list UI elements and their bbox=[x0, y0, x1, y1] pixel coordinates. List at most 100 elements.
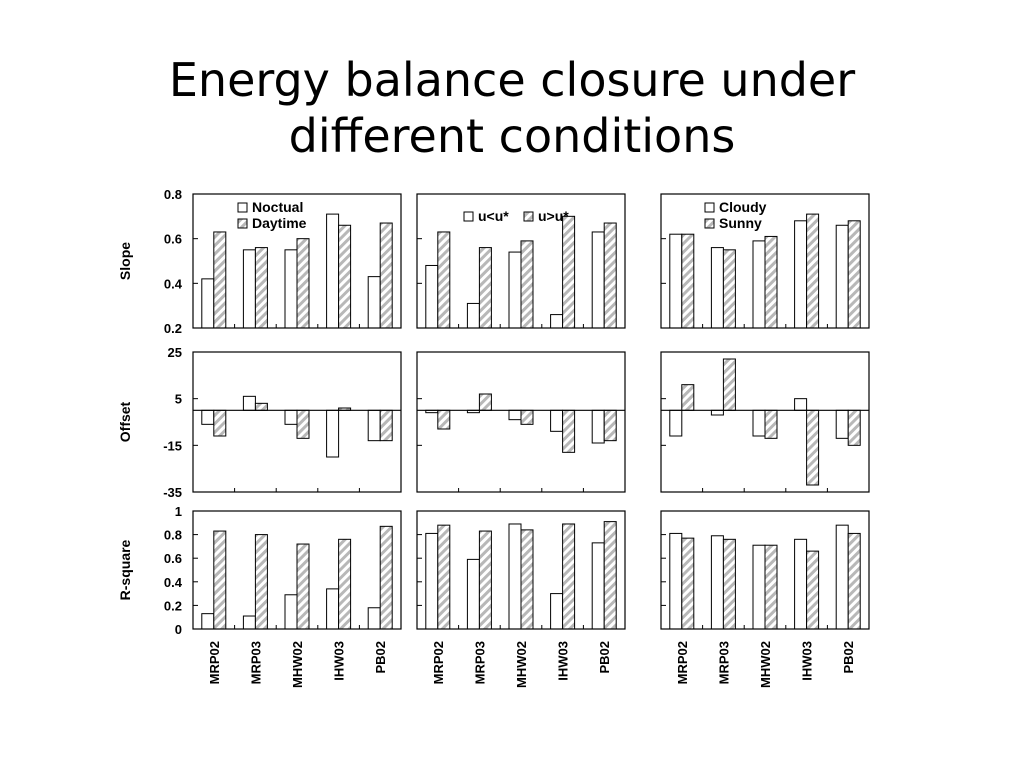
legend-label-Noctual: Noctual bbox=[252, 199, 303, 215]
rsquare-tick-label: 0.2 bbox=[164, 598, 182, 613]
bar-u<u*-IHW03 bbox=[550, 593, 564, 630]
panel-frame bbox=[660, 510, 870, 630]
slide-title-line-2: different conditions bbox=[288, 109, 736, 163]
offset-tick-label: -35 bbox=[163, 485, 182, 500]
slope-tick-label: 0.6 bbox=[164, 232, 182, 247]
panel-frame bbox=[192, 351, 402, 493]
category-label-MHW02: MHW02 bbox=[758, 641, 773, 688]
bar-Cloudy-IHW03 bbox=[794, 220, 808, 329]
bar-u>u*-IHW03 bbox=[562, 523, 576, 630]
bar-Noctual-MRP02 bbox=[201, 613, 215, 630]
category-label-IHW03: IHW03 bbox=[332, 641, 347, 681]
bar-u>u*-MRP03 bbox=[478, 247, 492, 329]
bar-Noctual-MHW02 bbox=[284, 249, 298, 329]
bar-u>u*-MRP02 bbox=[437, 524, 451, 630]
bar-u<u*-IHW03 bbox=[550, 409, 564, 432]
bar-Noctual-MHW02 bbox=[284, 409, 298, 425]
offset-tick-label: 25 bbox=[168, 345, 182, 360]
legend-label-Daytime: Daytime bbox=[252, 215, 307, 231]
bar-u>u*-PB02 bbox=[603, 521, 617, 630]
category-label-MRP02: MRP02 bbox=[207, 641, 222, 684]
category-label-MRP03: MRP03 bbox=[716, 641, 731, 684]
bar-u>u*-MRP03 bbox=[478, 530, 492, 630]
rsquare-tick-label: 0.8 bbox=[164, 528, 182, 543]
legend-swatch-Sunny bbox=[704, 218, 715, 229]
bar-Sunny-MRP03 bbox=[722, 358, 736, 411]
legend-swatch-Daytime bbox=[237, 218, 248, 229]
bar-u<u*-MRP02 bbox=[425, 532, 439, 630]
category-label-IHW03: IHW03 bbox=[800, 641, 815, 681]
rsquare-panel-2: MRP02 MRP03 MHW02 IHW03 PB02 bbox=[416, 510, 626, 688]
bar-Sunny-MRP03 bbox=[722, 538, 736, 630]
bar-u>u*-MRP03 bbox=[478, 393, 492, 411]
bar-Cloudy-MRP02 bbox=[669, 409, 683, 437]
bar-Cloudy-MHW02 bbox=[752, 409, 766, 437]
panel-frame bbox=[192, 510, 402, 630]
category-label-MHW02: MHW02 bbox=[290, 641, 305, 688]
bar-u<u*-PB02 bbox=[591, 409, 605, 444]
bar-Daytime-MRP03 bbox=[254, 402, 268, 411]
bar-u>u*-MRP02 bbox=[437, 409, 451, 430]
legend-swatch-Cloudy bbox=[704, 202, 715, 213]
bar-u>u*-PB02 bbox=[603, 222, 617, 329]
bar-Noctual-MRP03 bbox=[242, 615, 256, 630]
legend-swatch-Noctual bbox=[237, 202, 248, 213]
bar-Sunny-MRP02 bbox=[681, 537, 695, 630]
rsquare-tick-label: 0.4 bbox=[164, 575, 183, 590]
bar-Cloudy-PB02 bbox=[835, 524, 849, 630]
panel-frame bbox=[660, 351, 870, 493]
bar-Cloudy-MHW02 bbox=[752, 544, 766, 630]
bar-Daytime-PB02 bbox=[379, 525, 393, 630]
bar-Cloudy-IHW03 bbox=[794, 538, 808, 630]
bar-Daytime-MHW02 bbox=[296, 543, 310, 630]
bar-u<u*-MHW02 bbox=[508, 251, 522, 329]
legend-label-u>u*: u>u* bbox=[538, 208, 569, 224]
bar-u>u*-MRP02 bbox=[437, 231, 451, 329]
category-label-MRP02: MRP02 bbox=[675, 641, 690, 684]
bar-u>u*-MHW02 bbox=[520, 529, 534, 630]
category-label-PB02: PB02 bbox=[841, 641, 856, 674]
slope-axis-label: Slope bbox=[117, 242, 133, 280]
bar-Noctual-IHW03 bbox=[326, 213, 340, 329]
legend-label-Cloudy: Cloudy bbox=[719, 199, 767, 215]
slope-tick-label: 0.4 bbox=[164, 276, 183, 291]
bar-Daytime-MHW02 bbox=[296, 409, 310, 439]
bar-Sunny-PB02 bbox=[847, 532, 861, 630]
bar-Cloudy-MHW02 bbox=[752, 240, 766, 329]
bar-Cloudy-PB02 bbox=[835, 224, 849, 329]
bar-u<u*-IHW03 bbox=[550, 314, 564, 329]
slope-tick-label: 0.8 bbox=[164, 187, 182, 202]
legend-label-Sunny: Sunny bbox=[719, 215, 762, 231]
bar-u<u*-MHW02 bbox=[508, 523, 522, 630]
panel-frame bbox=[192, 193, 402, 329]
bar-u>u*-IHW03 bbox=[562, 409, 576, 453]
slope-panel-1 bbox=[192, 193, 402, 329]
bar-Daytime-MRP02 bbox=[213, 530, 227, 630]
bar-u<u*-PB02 bbox=[591, 542, 605, 630]
bar-Sunny-IHW03 bbox=[806, 550, 820, 630]
legend-swatch-u<u* bbox=[463, 211, 474, 222]
bar-Cloudy-IHW03 bbox=[794, 398, 808, 411]
bar-u>u*-PB02 bbox=[603, 409, 617, 442]
offset-axis-label: Offset bbox=[117, 401, 133, 442]
category-label-MRP03: MRP03 bbox=[472, 641, 487, 684]
slope-panel-3 bbox=[660, 193, 870, 329]
bar-Noctual-PB02 bbox=[367, 607, 381, 630]
bar-Sunny-MRP02 bbox=[681, 233, 695, 329]
slide-title-line-1: Energy balance closure under bbox=[168, 53, 856, 107]
offset-panel-3 bbox=[660, 351, 870, 493]
category-label-MHW02: MHW02 bbox=[514, 641, 529, 688]
rsquare-tick-label: 0 bbox=[175, 622, 182, 637]
rsquare-tick-label: 1 bbox=[175, 504, 182, 519]
legend-label-u<u*: u<u* bbox=[478, 208, 509, 224]
bar-u>u*-IHW03 bbox=[562, 215, 576, 329]
bar-Daytime-PB02 bbox=[379, 222, 393, 329]
category-label-IHW03: IHW03 bbox=[556, 641, 571, 681]
bar-Cloudy-MRP03 bbox=[710, 535, 724, 630]
bar-Cloudy-MRP03 bbox=[710, 247, 724, 329]
bar-Daytime-MRP02 bbox=[213, 231, 227, 329]
slide-title: Energy balance closure under different c… bbox=[0, 52, 1024, 164]
rsquare-tick-label: 0.6 bbox=[164, 551, 182, 566]
bar-Noctual-MRP03 bbox=[242, 249, 256, 329]
